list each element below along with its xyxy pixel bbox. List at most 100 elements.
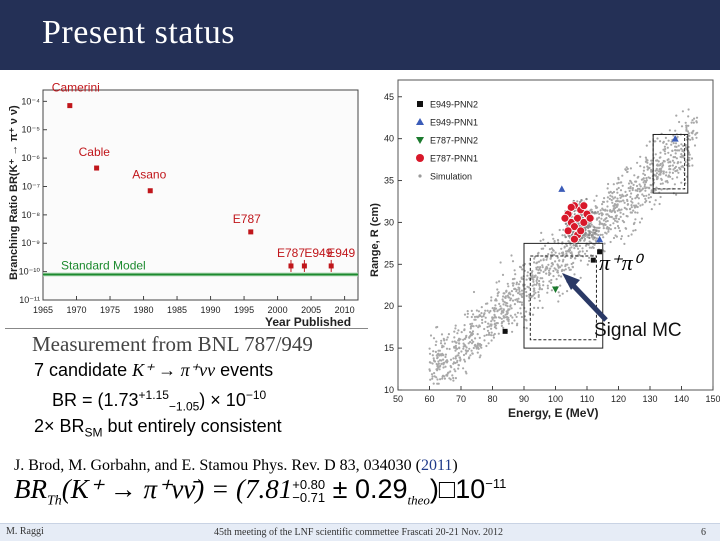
simulation-point — [650, 159, 653, 162]
simulation-point — [519, 280, 522, 283]
simulation-point — [691, 136, 694, 139]
x-axis-label: Year Published — [265, 315, 351, 328]
simulation-point — [680, 156, 683, 159]
simulation-point — [440, 333, 444, 336]
simulation-point — [574, 244, 577, 247]
simulation-point — [518, 287, 521, 290]
simulation-point — [606, 219, 609, 223]
simulation-point — [462, 367, 465, 370]
simulation-point — [500, 310, 504, 313]
simulation-point — [571, 266, 574, 269]
e787-pnn1-event — [569, 234, 579, 244]
simulation-point — [457, 339, 460, 342]
simulation-point — [468, 347, 471, 350]
simulation-point — [515, 281, 518, 284]
pi-pi0-label: π⁺π⁰ — [599, 250, 642, 275]
simulation-point — [470, 349, 473, 352]
simulation-point — [509, 299, 512, 302]
x-tick-label: 120 — [611, 394, 626, 404]
simulation-point — [437, 362, 440, 365]
simulation-point — [621, 174, 624, 177]
simulation-point — [657, 170, 660, 173]
simulation-point — [648, 140, 651, 143]
e949-pnn1-event — [558, 185, 566, 192]
simulation-point — [688, 153, 691, 156]
simulation-point — [668, 171, 671, 174]
title-bar: Present status — [0, 0, 720, 70]
br-post: ) × 10 — [199, 390, 246, 410]
simulation-point — [535, 283, 538, 286]
simulation-point — [519, 312, 522, 315]
simulation-point — [538, 267, 541, 270]
simulation-point — [614, 234, 617, 237]
simulation-point — [494, 316, 498, 319]
legend-label: E787-PNN2 — [430, 136, 478, 146]
simulation-point — [691, 132, 694, 135]
simulation-point — [625, 214, 628, 218]
simulation-point — [681, 110, 684, 113]
consistency-post: but entirely consistent — [102, 416, 282, 436]
simulation-point — [630, 233, 633, 236]
simulation-point — [611, 195, 614, 198]
simulation-point — [579, 259, 582, 262]
simulation-point — [483, 334, 486, 337]
simulation-point — [470, 324, 473, 328]
simulation-point — [507, 308, 510, 311]
simulation-point — [649, 196, 652, 199]
simulation-point — [535, 279, 538, 282]
simulation-point — [431, 362, 434, 365]
simulation-point — [488, 333, 491, 336]
simulation-point — [478, 356, 481, 359]
simulation-point — [453, 330, 456, 333]
simulation-point — [664, 147, 667, 151]
simulation-point — [641, 193, 644, 196]
simulation-point — [542, 259, 545, 262]
simulation-point — [433, 372, 436, 375]
simulation-point — [600, 214, 603, 217]
consistency-pre: 2× BR — [34, 416, 85, 436]
legend-marker-triangle — [416, 118, 424, 125]
simulation-point — [498, 316, 502, 319]
simulation-point — [537, 260, 541, 263]
simulation-point — [612, 222, 615, 225]
br-sub: −1.05 — [168, 399, 200, 414]
simulation-point — [527, 286, 530, 289]
legend-label: E949-PNN2 — [430, 100, 478, 110]
x-tick-label: 1965 — [33, 305, 53, 315]
formula-process: (K⁺ → π⁺νν̄) = (7.81 — [61, 474, 293, 504]
simulation-point — [533, 289, 536, 292]
simulation-point — [595, 229, 598, 233]
simulation-point — [636, 187, 640, 190]
simulation-point — [535, 281, 539, 285]
simulation-point — [484, 316, 487, 319]
simulation-point — [458, 346, 461, 349]
simulation-point — [463, 343, 466, 347]
simulation-point — [493, 310, 496, 313]
simulation-point — [550, 251, 553, 254]
x-tick-label: 100 — [548, 394, 563, 404]
y-axis-label: Range, R (cm) — [369, 203, 381, 277]
simulation-point — [685, 129, 688, 132]
simulation-point — [487, 322, 490, 325]
x-tick-label: 2010 — [335, 305, 355, 315]
simulation-point — [469, 331, 472, 334]
simulation-point — [567, 248, 570, 252]
simulation-point — [500, 317, 503, 320]
simulation-point — [594, 205, 597, 208]
simulation-point — [671, 177, 674, 180]
simulation-point — [438, 354, 441, 357]
simulation-point — [432, 382, 435, 385]
simulation-point — [502, 326, 505, 329]
simulation-point — [578, 254, 581, 257]
simulation-point — [495, 327, 498, 330]
simulation-point — [604, 208, 607, 211]
simulation-point — [677, 161, 680, 164]
simulation-point — [458, 356, 461, 359]
e787-pnn1-event — [585, 213, 595, 223]
simulation-point — [466, 349, 470, 352]
simulation-point — [454, 370, 457, 373]
simulation-point — [550, 262, 553, 265]
br-history-plot: Branching Ratio BR(K⁺ → π⁺ ν ν̄) Year Pu… — [5, 80, 369, 329]
simulation-point — [500, 324, 503, 327]
simulation-point — [601, 203, 604, 206]
